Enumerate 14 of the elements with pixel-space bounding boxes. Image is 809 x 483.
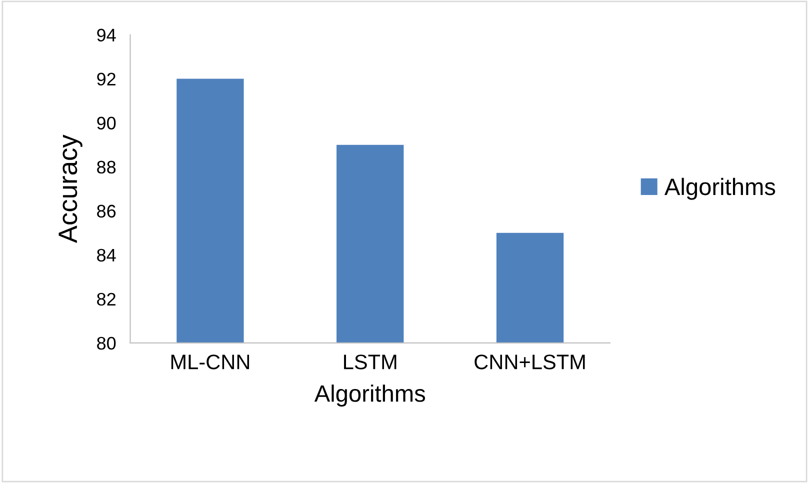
y-tick-label: 82: [97, 292, 116, 306]
legend-label: Algorithms: [664, 178, 776, 200]
y-tick-label: 88: [97, 160, 116, 174]
y-tick-label: 94: [97, 28, 116, 42]
y-tick-label: 90: [97, 116, 116, 130]
x-tick-label: LSTM: [344, 354, 396, 370]
y-tick-label: 84: [97, 248, 116, 262]
y-tick-label: 92: [97, 72, 116, 86]
x-axis-title: Algorithms: [314, 384, 426, 407]
y-axis-title: Accuracy: [58, 134, 82, 244]
y-tick-label: 80: [97, 336, 116, 350]
x-tick-label: ML-CNN: [171, 354, 250, 370]
x-tick-label: CNN+LSTM: [474, 354, 585, 370]
y-tick-label: 86: [97, 204, 116, 218]
